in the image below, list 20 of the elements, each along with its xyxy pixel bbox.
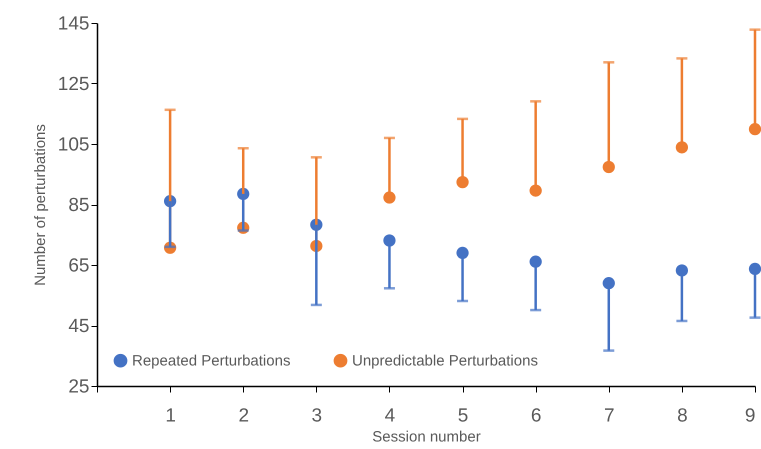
y-tick-label: 85 xyxy=(68,195,90,216)
y-tick-label: 45 xyxy=(68,316,90,337)
x-tick-label: 5 xyxy=(458,406,468,426)
y-tick-label: 125 xyxy=(58,74,90,95)
x-tick-label: 6 xyxy=(530,406,542,426)
legend-label: Repeated Perturbations xyxy=(132,352,290,370)
x-tick-label: 3 xyxy=(312,406,322,426)
y-tick-label: 25 xyxy=(68,376,90,398)
x-tick-label: 8 xyxy=(677,406,688,426)
legend-label: Unpredictable Perturbations xyxy=(352,352,538,370)
x-tick-label: 1 xyxy=(165,406,176,426)
y-axis-title: Number of perturbations xyxy=(32,124,49,286)
x-tick-label: 4 xyxy=(384,406,396,426)
x-axis-title: Session number xyxy=(372,428,481,446)
x-tick-label: 9 xyxy=(744,406,756,426)
y-tick-label: 105 xyxy=(58,134,90,156)
y-tick-label: 65 xyxy=(68,256,90,276)
x-tick-label: 2 xyxy=(238,406,250,426)
x-tick-label: 7 xyxy=(604,406,615,426)
y-tick-label: 145 xyxy=(58,14,90,34)
